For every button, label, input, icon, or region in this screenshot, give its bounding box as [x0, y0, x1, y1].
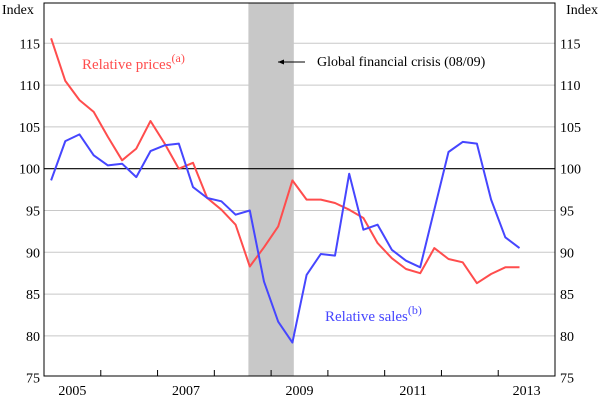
- y-tick-label-right: 80: [560, 330, 574, 345]
- series-label-prices: Relative prices(a): [82, 51, 185, 73]
- y-tick-label-right: 115: [560, 37, 580, 52]
- arrow-head: [278, 59, 284, 65]
- y-tick-label-left: 90: [26, 246, 40, 261]
- x-tick-label: 2007: [172, 384, 200, 399]
- x-tick-label: 2009: [286, 384, 314, 399]
- y-tick-label-left: 115: [20, 37, 40, 52]
- y-tick-label-left: 80: [26, 330, 40, 345]
- y-tick-label-right: 90: [560, 246, 574, 261]
- sales-label: Relative sales: [325, 309, 408, 325]
- y-tick-label-right: 95: [560, 205, 574, 220]
- relative-prices-line: [50, 37, 520, 285]
- y-tick-label-left: 105: [19, 121, 40, 136]
- y-axis-label-left: Index: [2, 3, 34, 18]
- prices-superscript: (a): [172, 51, 185, 65]
- x-tick-label: 2011: [399, 384, 426, 399]
- y-tick-label-right: 100: [560, 163, 581, 178]
- y-tick-label-right: 105: [560, 121, 581, 136]
- gfc-label: Global financial crisis (08/09): [317, 55, 486, 70]
- y-tick-label-left: 110: [20, 79, 40, 94]
- prices-label: Relative prices: [82, 57, 172, 73]
- y-tick-label-left: 85: [26, 288, 40, 303]
- y-tick-label-left: 75: [26, 372, 40, 387]
- y-tick-label-left: 95: [26, 205, 40, 220]
- svg-text:Relative prices(a): Relative prices(a): [82, 51, 185, 73]
- y-tick-label-right: 110: [560, 79, 580, 94]
- gfc-annotation: Global financial crisis (08/09): [278, 55, 486, 70]
- y-tick-label-right: 75: [560, 372, 574, 387]
- x-tick-label: 2013: [513, 384, 541, 399]
- y-axis-label-right: Index: [566, 3, 598, 18]
- y-tick-label-left: 100: [19, 163, 40, 178]
- sales-superscript: (b): [408, 303, 422, 317]
- y-tick-label-right: 85: [560, 288, 574, 303]
- svg-text:Relative sales(b): Relative sales(b): [325, 303, 422, 325]
- x-tick-label: 2005: [58, 384, 86, 399]
- series-label-sales: Relative sales(b): [325, 303, 422, 325]
- relative-sales-line: [50, 133, 521, 344]
- plot-frame: [43, 2, 556, 377]
- gfc-shaded-band: [248, 3, 294, 376]
